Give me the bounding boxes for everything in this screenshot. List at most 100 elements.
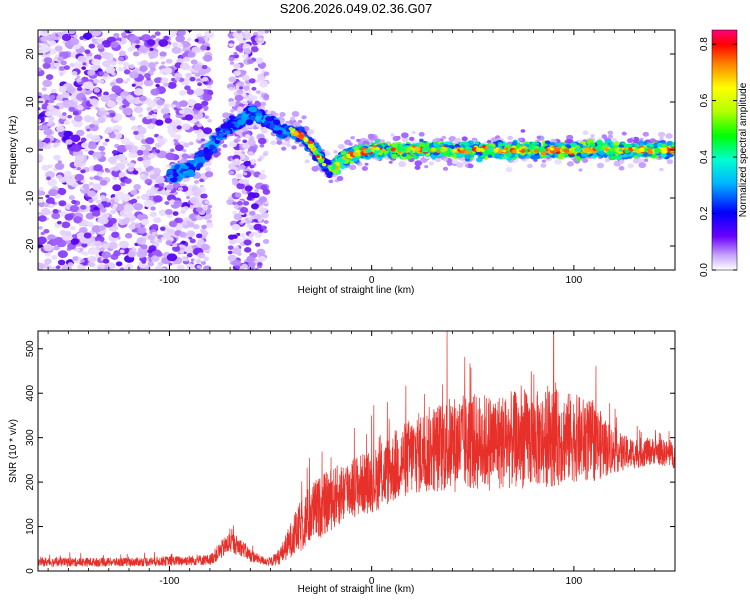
spectrogram-point — [259, 80, 268, 88]
spectrogram-point — [154, 265, 163, 270]
spectrogram-point — [90, 134, 101, 143]
spectrogram-point — [109, 217, 117, 224]
spectrogram-point — [52, 144, 58, 148]
spectrogram-point — [164, 201, 170, 205]
spectrogram-point — [149, 211, 157, 218]
spectrogram-point — [659, 136, 664, 141]
spectrogram-point — [240, 219, 246, 224]
spectrogram-point — [285, 120, 290, 125]
spectrogram-point — [86, 128, 91, 132]
spectrogram-point — [263, 94, 270, 99]
spectrogram-point — [428, 161, 434, 166]
spectrogram-point — [44, 258, 52, 265]
spectrogram-point — [388, 160, 393, 164]
spectrogram-point — [38, 236, 47, 245]
spectrogram-point — [58, 176, 67, 183]
spectrogram-point — [202, 94, 212, 102]
spectrogram-point — [578, 168, 583, 172]
spectrogram-point — [83, 148, 89, 152]
spectrogram-point — [38, 141, 45, 148]
spectrogram-point — [146, 182, 152, 186]
spectrogram-point — [73, 159, 82, 167]
spectrogram-point — [239, 86, 244, 90]
spectrogram-point — [96, 171, 103, 176]
spectrogram-point — [244, 96, 250, 100]
spectrogram-point — [229, 61, 235, 65]
spectrogram-point — [140, 60, 149, 67]
spectrogram-point — [130, 198, 138, 204]
spectrogram-point — [89, 242, 96, 247]
spectrogram-point — [244, 30, 249, 35]
spectrogram-point — [133, 202, 144, 211]
spectrogram-point — [76, 75, 81, 79]
spectrogram-point — [46, 34, 55, 42]
spectrogram-point — [40, 231, 45, 236]
spectrogram-point — [83, 232, 92, 239]
spectrogram-point — [113, 155, 120, 160]
spectrogram-point — [228, 238, 237, 245]
spectrogram-point — [102, 141, 108, 146]
spectrogram-point — [244, 185, 253, 192]
spectrogram-point — [63, 65, 71, 71]
spectrogram-point — [67, 114, 73, 119]
spectrogram-point — [111, 85, 122, 93]
spectrogram-point — [38, 197, 45, 203]
spectrogram-point — [566, 134, 574, 141]
spectrogram-point — [108, 93, 119, 101]
spectrogram-point — [292, 122, 301, 128]
spectrogram-point — [38, 189, 44, 197]
spectrogram-point — [140, 193, 150, 201]
spectrogram-point — [238, 103, 244, 108]
spectrogram-point — [169, 30, 178, 36]
spectrogram-point — [38, 154, 44, 162]
spectrogram-point — [356, 138, 361, 142]
spectrogram-point — [70, 238, 79, 245]
spectrogram-point — [642, 131, 649, 137]
spectrogram-point — [87, 69, 96, 76]
spectrogram-point — [333, 150, 338, 154]
spectrogram-point — [123, 69, 131, 75]
spectrogram-point — [164, 117, 172, 124]
spectrogram-point — [638, 140, 644, 144]
spectrogram-point — [82, 97, 87, 101]
spectrogram-point — [41, 164, 50, 171]
spectrogram-point — [54, 236, 63, 244]
spectrogram-point — [627, 163, 635, 169]
spectrogram-point — [228, 140, 238, 148]
spectrogram-point — [180, 209, 186, 214]
spectrogram-point — [657, 131, 666, 138]
spectrogram-point — [158, 140, 165, 146]
spectrogram-point — [132, 51, 140, 57]
spectrogram-point — [51, 212, 61, 220]
spectrogram-point — [246, 255, 255, 262]
spectrogram-point — [67, 262, 74, 267]
spectrogram-point — [401, 137, 409, 143]
spectrogram-point — [197, 140, 203, 144]
spectrogram-point — [129, 30, 134, 33]
spectrogram-point — [408, 136, 415, 141]
spectrogram-point — [188, 213, 199, 221]
spectrogram-point — [168, 220, 178, 228]
spectrogram-point — [367, 133, 375, 139]
spectrogram-point — [127, 251, 136, 258]
spectrogram-point — [73, 114, 83, 122]
spectrogram-point — [405, 154, 413, 160]
spectrogram-point — [401, 132, 409, 139]
spectrogram-point — [106, 199, 111, 203]
spectrogram-point — [196, 265, 202, 269]
spectrogram-point — [123, 80, 129, 85]
spectrogram-point — [118, 240, 130, 249]
spectrogram-point — [247, 59, 254, 65]
spectrogram-point — [151, 231, 158, 237]
spectrogram-point — [180, 249, 185, 254]
spectrogram-point — [88, 198, 94, 203]
spectrogram-point — [520, 129, 526, 133]
spectrogram-point — [181, 221, 187, 226]
spectrogram-point — [56, 187, 67, 196]
spectrogram-point — [180, 206, 186, 211]
spectrogram-point — [136, 250, 147, 258]
spectrogram-point — [71, 234, 78, 239]
spectrogram-point — [193, 88, 204, 97]
spectrogram-point — [301, 115, 307, 120]
spectrogram-point — [99, 247, 105, 252]
